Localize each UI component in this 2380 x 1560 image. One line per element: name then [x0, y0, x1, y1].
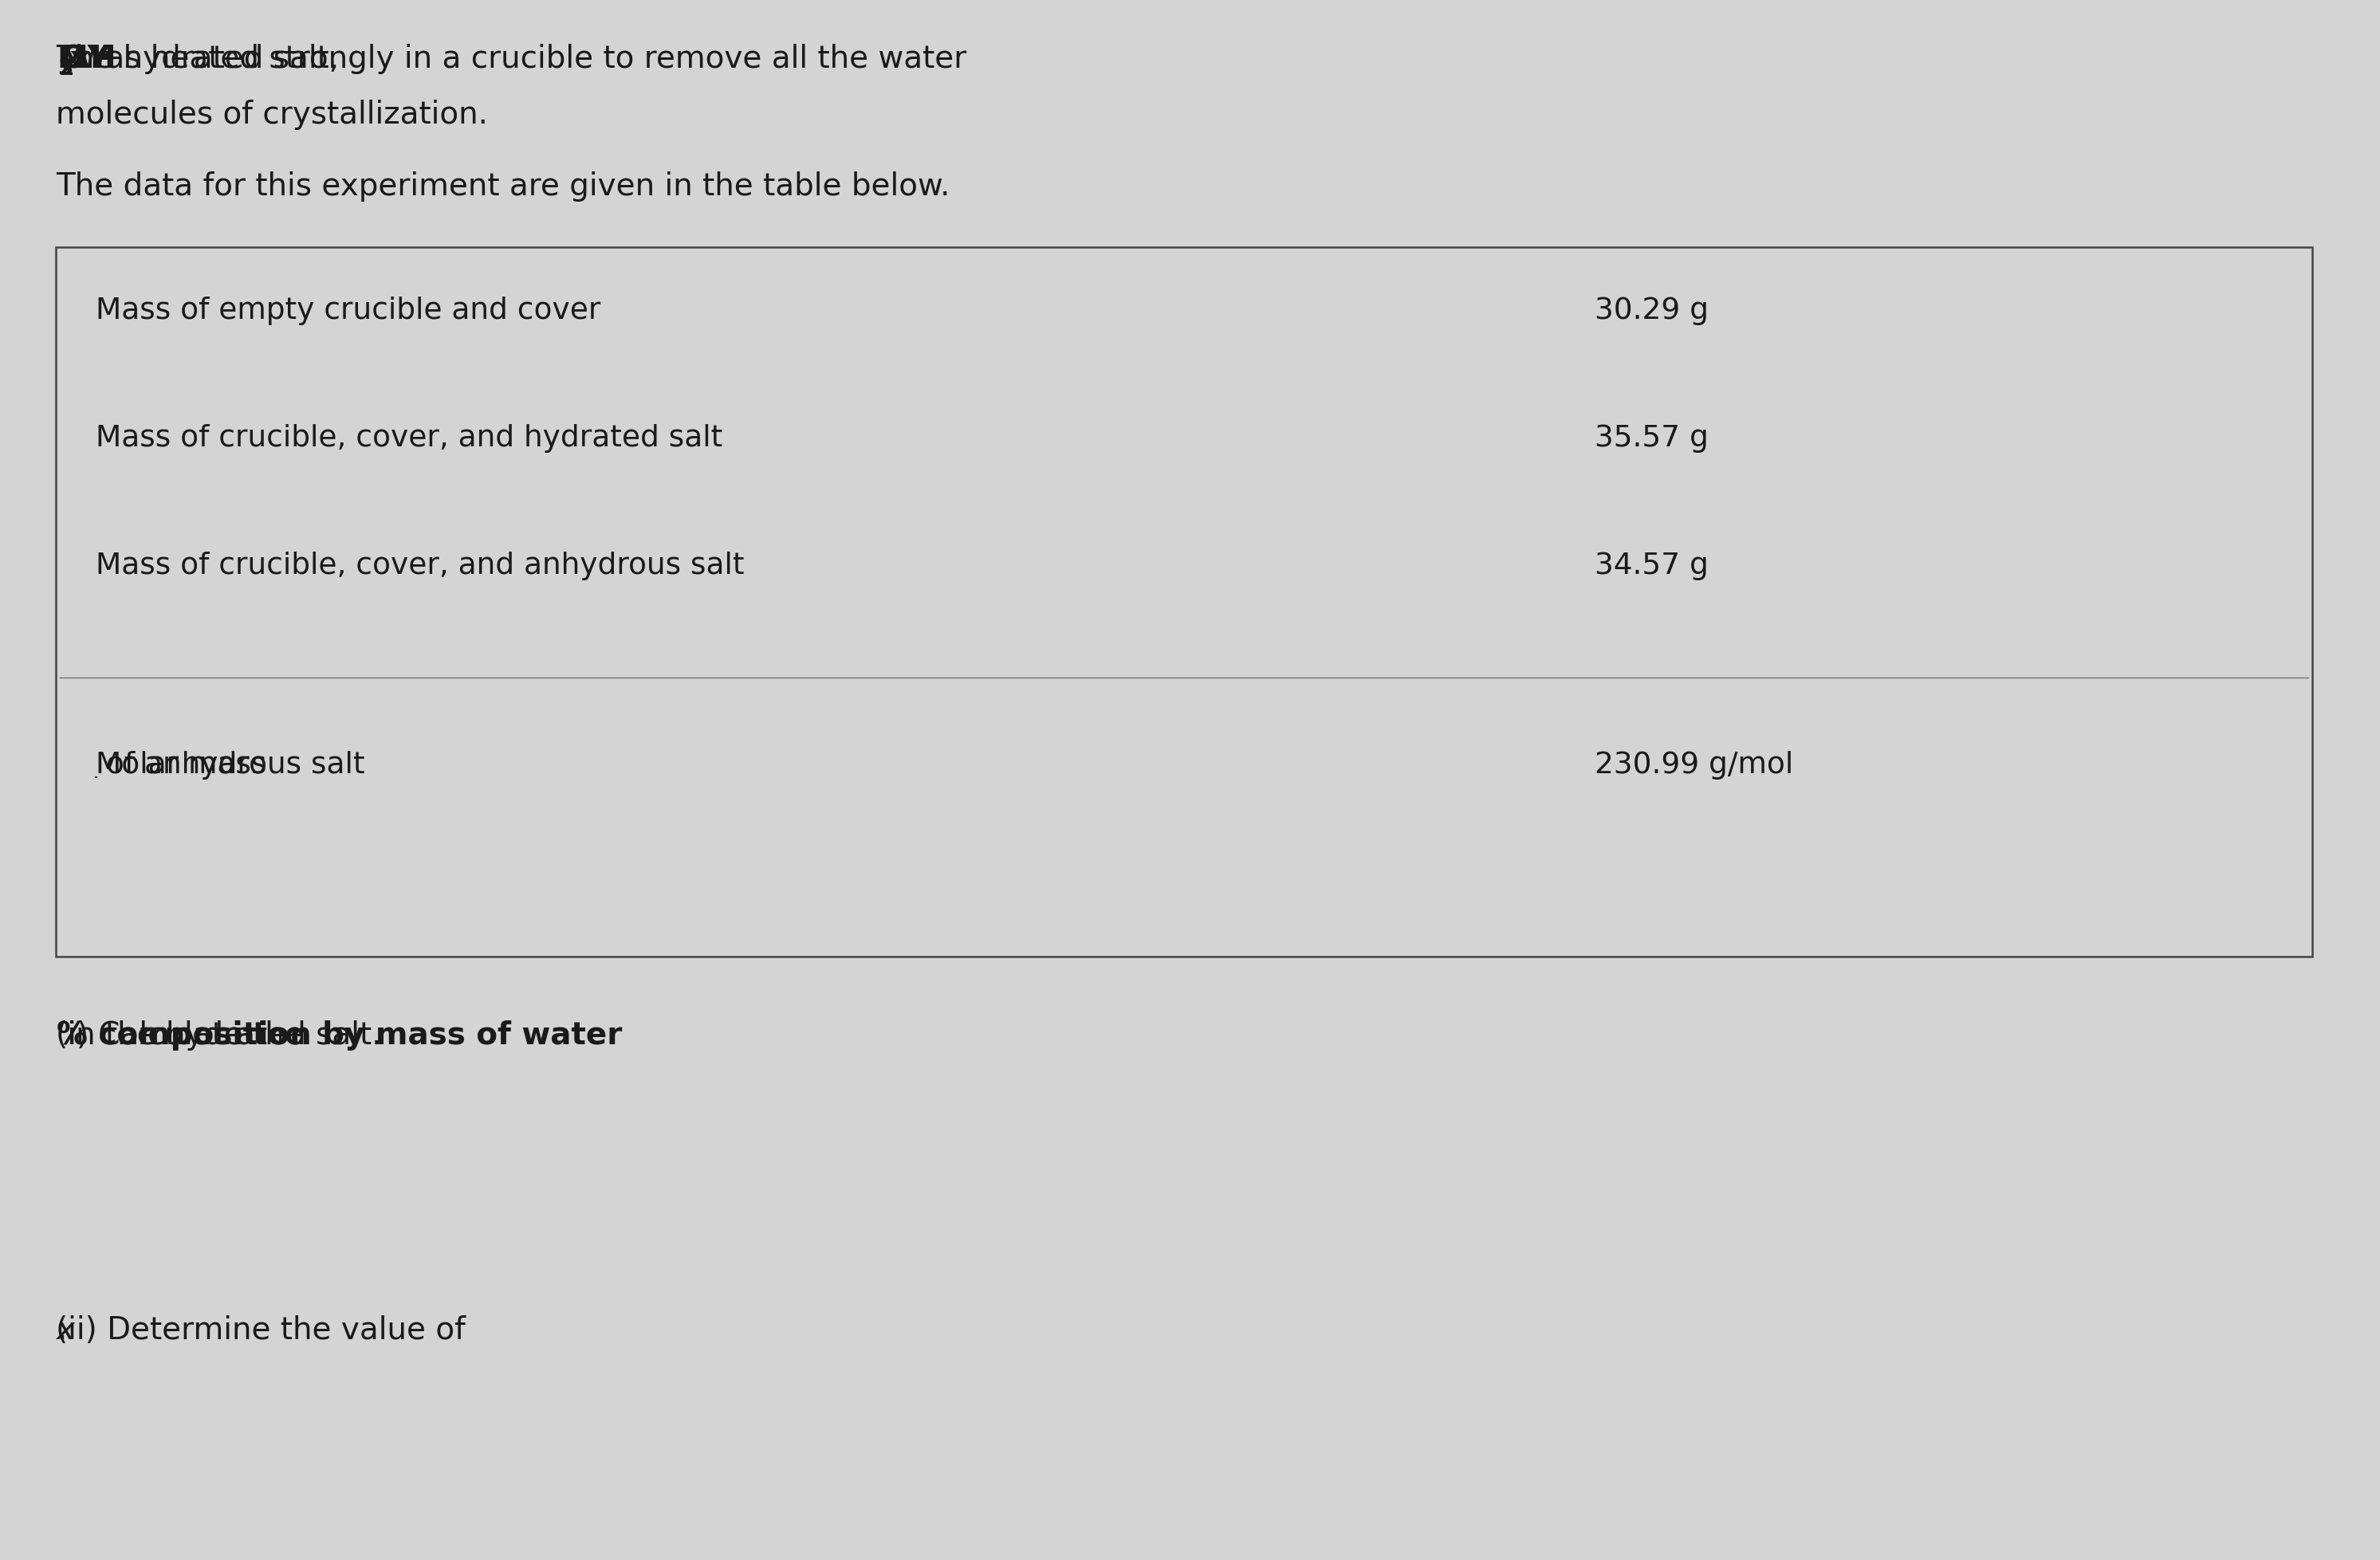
Text: (ii) Determine the value of: (ii) Determine the value of — [55, 1315, 476, 1346]
Text: 30.29 g: 30.29 g — [1595, 296, 1709, 324]
Text: MY: MY — [57, 44, 109, 75]
Text: , was heated strongly in a crucible to remove all the water: , was heated strongly in a crucible to r… — [60, 44, 966, 75]
Text: Mass of empty crucible and cover: Mass of empty crucible and cover — [95, 296, 600, 324]
Text: .: . — [57, 1315, 67, 1346]
Text: 34.57 g: 34.57 g — [1595, 552, 1709, 580]
Text: Mass of crucible, cover, and anhydrous salt: Mass of crucible, cover, and anhydrous s… — [95, 552, 745, 580]
Text: molecules of crystallization.: molecules of crystallization. — [55, 100, 488, 129]
Text: 230.99 g/mol: 230.99 g/mol — [1595, 750, 1795, 780]
Text: Molar mass: Molar mass — [95, 750, 267, 780]
Text: 35.57 g: 35.57 g — [1595, 424, 1709, 452]
Text: Mass of crucible, cover, and hydrated salt: Mass of crucible, cover, and hydrated sa… — [95, 424, 724, 452]
Bar — [55, 246, 2313, 956]
Text: O: O — [60, 44, 86, 75]
Text: 2: 2 — [60, 58, 74, 80]
Text: (i) Calculate the: (i) Calculate the — [55, 1020, 314, 1050]
Text: 3: 3 — [57, 58, 74, 80]
Text: ·xH: ·xH — [57, 44, 117, 75]
Text: of anhydrous salt: of anhydrous salt — [98, 750, 364, 780]
Text: in the hydrated salt.: in the hydrated salt. — [57, 1020, 381, 1050]
Text: The data for this experiment are given in the table below.: The data for this experiment are given i… — [55, 172, 950, 201]
Text: The hydrated salt,: The hydrated salt, — [55, 44, 350, 75]
Text: x: x — [57, 1315, 74, 1346]
Text: % composition by mass of water: % composition by mass of water — [57, 1020, 621, 1050]
